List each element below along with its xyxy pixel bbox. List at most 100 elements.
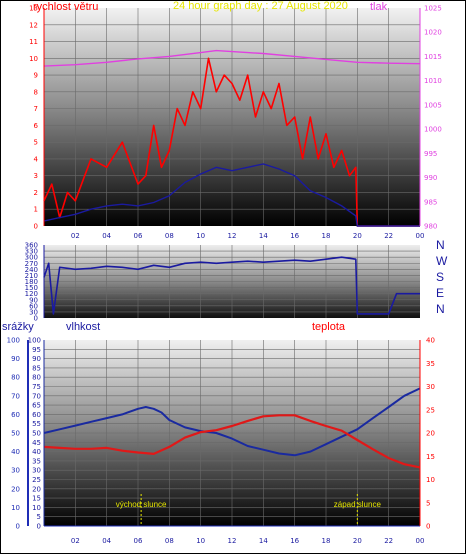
sunset-label: západ slunce <box>334 500 382 509</box>
humidity-tick-label: 70 <box>32 392 41 400</box>
pressure-axis-ticks: 980 985 990 995 1000 1005 1010 1015 1020 1025 <box>424 5 442 231</box>
direction-grid <box>44 245 420 318</box>
rain-tick-label: 50 <box>11 430 20 438</box>
pressure-tick-label: 985 <box>424 198 437 206</box>
temperature-tick-label: 40 <box>426 337 435 345</box>
climate-panel: východ slunce západ slunce 01020304050607… <box>2 321 435 545</box>
wind-tick-label: 11 <box>29 38 38 46</box>
x-tick-label: 06 <box>134 232 143 240</box>
humidity-tick-label: 30 <box>32 467 41 475</box>
wind-tick-label: 10 <box>29 55 38 63</box>
direction-label-s: S <box>436 270 444 284</box>
wind-tick-label: 7 <box>34 105 38 113</box>
wind-tick-label: 2 <box>34 189 38 197</box>
rain-tick-label: 90 <box>11 355 20 363</box>
direction-tick-label: 120 <box>25 290 38 298</box>
wind-tick-label: 3 <box>34 172 38 180</box>
x-tick-label: 08 <box>165 232 174 240</box>
direction-tick-label: 330 <box>25 248 38 256</box>
x-tick-label: 08 <box>165 537 174 545</box>
wind-tick-label: 4 <box>34 155 39 163</box>
wind-speed-line <box>43 57 420 227</box>
x-tick-label: 14 <box>259 537 268 545</box>
temperature-tick-label: 10 <box>426 476 435 484</box>
humidity-tick-label: 50 <box>32 430 41 438</box>
wind-direction-line <box>43 256 420 315</box>
temperature-tick-label: 30 <box>426 383 435 391</box>
humidity-tick-label: 5 <box>37 513 41 521</box>
x-tick-label: 12 <box>228 537 237 545</box>
x-tick-label: 16 <box>290 537 299 545</box>
x-tick-label: 10 <box>196 232 205 240</box>
direction-tick-label: 90 <box>29 296 38 304</box>
humidity-tick-label: 10 <box>32 504 41 512</box>
wind-tick-label: 8 <box>34 88 38 96</box>
humidity-tick-label: 35 <box>32 457 41 465</box>
rain-axis-ticks: 0 10 20 30 40 50 60 70 80 90 100 <box>7 337 20 531</box>
pressure-tick-label: 1020 <box>424 29 442 37</box>
direction-tick-label: 360 <box>25 242 38 250</box>
rain-tick-label: 70 <box>11 392 20 400</box>
x-tick-label: 06 <box>134 537 143 545</box>
climate-series <box>43 387 421 527</box>
rain-tick-label: 20 <box>11 485 20 493</box>
wind-tick-label: 13 <box>29 5 38 13</box>
direction-tick-label: 270 <box>25 260 38 268</box>
direction-tick-label: 300 <box>25 254 38 262</box>
rain-tick-label: 60 <box>11 411 20 419</box>
pressure-tick-label: 990 <box>424 174 437 182</box>
pressure-tick-label: 1005 <box>424 101 442 109</box>
rain-tick-label: 40 <box>11 448 20 456</box>
wind-tick-label: 9 <box>34 72 38 80</box>
direction-label-e: E <box>436 286 444 300</box>
direction-tick-label: 150 <box>25 284 38 292</box>
temperature-tick-label: 15 <box>426 453 435 461</box>
wind-average-line <box>43 163 420 227</box>
humidity-tick-label: 15 <box>32 495 41 503</box>
direction-label-n2: N <box>436 302 445 316</box>
climate-grid <box>44 340 420 526</box>
temperature-tick-label: 0 <box>426 523 430 531</box>
x-tick-label: 22 <box>384 537 393 545</box>
x-tick-label: 20 <box>353 232 362 240</box>
direction-tick-label: 210 <box>25 272 38 280</box>
pressure-tick-label: 980 <box>424 223 437 231</box>
humidity-tick-label: 90 <box>32 355 41 363</box>
humidity-tick-label: 0 <box>37 523 41 531</box>
pressure-line <box>43 49 421 67</box>
rain-tick-label: 10 <box>11 504 20 512</box>
wind-tick-label: 6 <box>34 122 39 130</box>
x-tick-label: 22 <box>384 232 393 240</box>
x-tick-label: 00 <box>416 232 425 240</box>
humidity-tick-label: 75 <box>32 383 41 391</box>
wind-tick-label: 5 <box>34 139 38 147</box>
x-tick-label: 16 <box>290 232 299 240</box>
graph-title: 24 hour graph day : 27 August 2020 <box>173 0 348 12</box>
rain-tick-label: 30 <box>11 467 20 475</box>
rain-tick-label: 80 <box>11 374 20 382</box>
x-tick-label: 18 <box>322 232 331 240</box>
direction-series <box>43 256 420 315</box>
sunrise-label: východ slunce <box>116 500 167 509</box>
wind-grid <box>44 8 420 226</box>
wind-tick-label: 12 <box>29 21 38 29</box>
humidity-tick-label: 20 <box>32 485 41 493</box>
rain-tick-label: 0 <box>16 523 20 531</box>
x-tick-label: 20 <box>353 537 362 545</box>
pressure-title: tlak <box>370 1 388 13</box>
wind-title: rychlost větru <box>33 1 98 13</box>
x-tick-label: 12 <box>228 232 237 240</box>
x-tick-label: 14 <box>259 232 268 240</box>
x-tick-label: 10 <box>196 537 205 545</box>
wind-tick-label: 0 <box>34 223 38 231</box>
pressure-tick-label: 1000 <box>424 126 442 134</box>
x-tick-label: 00 <box>416 537 425 545</box>
wind-series <box>43 49 421 227</box>
x-tick-label: 18 <box>322 537 331 545</box>
humidity-tick-label: 80 <box>32 374 41 382</box>
